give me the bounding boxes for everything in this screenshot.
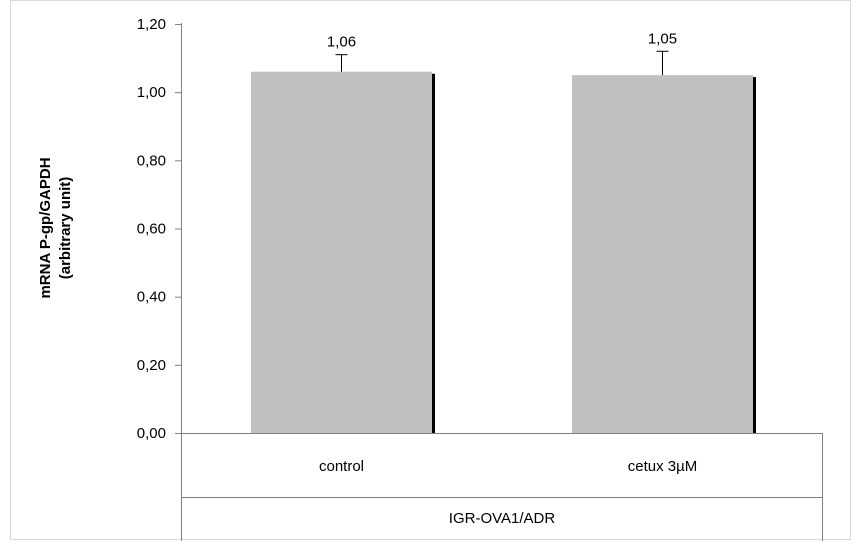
y-tick-label: 0,40 <box>137 289 166 306</box>
data-label: 1,05 <box>648 30 677 47</box>
y-axis-title: mRNA P-gp/GAPDH (arbitrary unit) <box>37 157 74 298</box>
y-tick-label: 0,00 <box>137 425 166 442</box>
y-tick-label: 0,60 <box>137 221 166 238</box>
y-tick-label: 1,00 <box>137 84 166 101</box>
data-label: 1,06 <box>327 34 356 51</box>
category-label: control <box>319 458 364 475</box>
bars-group: 1,06 1,05 <box>251 30 756 433</box>
y-tick-label: 1,20 <box>137 16 166 33</box>
category-label: cetux 3µM <box>628 458 698 475</box>
y-tick-label: 0,20 <box>137 357 166 374</box>
chart-frame <box>10 0 851 540</box>
y-axis-ticks: 0,00 0,20 0,40 0,60 0,80 1,00 1,20 <box>137 16 181 442</box>
bar-shadow <box>752 77 756 433</box>
y-tick-label: 0,80 <box>137 152 166 169</box>
group-label: IGR-OVA1/ADR <box>449 510 556 527</box>
bar <box>251 71 432 433</box>
y-axis-title-line2: (arbitrary unit) <box>57 177 74 280</box>
y-axis-title-line1: mRNA P-gp/GAPDH <box>37 157 54 298</box>
bar <box>572 75 753 433</box>
bar-shadow <box>431 73 435 433</box>
category-labels: control cetux 3µM <box>319 458 697 475</box>
